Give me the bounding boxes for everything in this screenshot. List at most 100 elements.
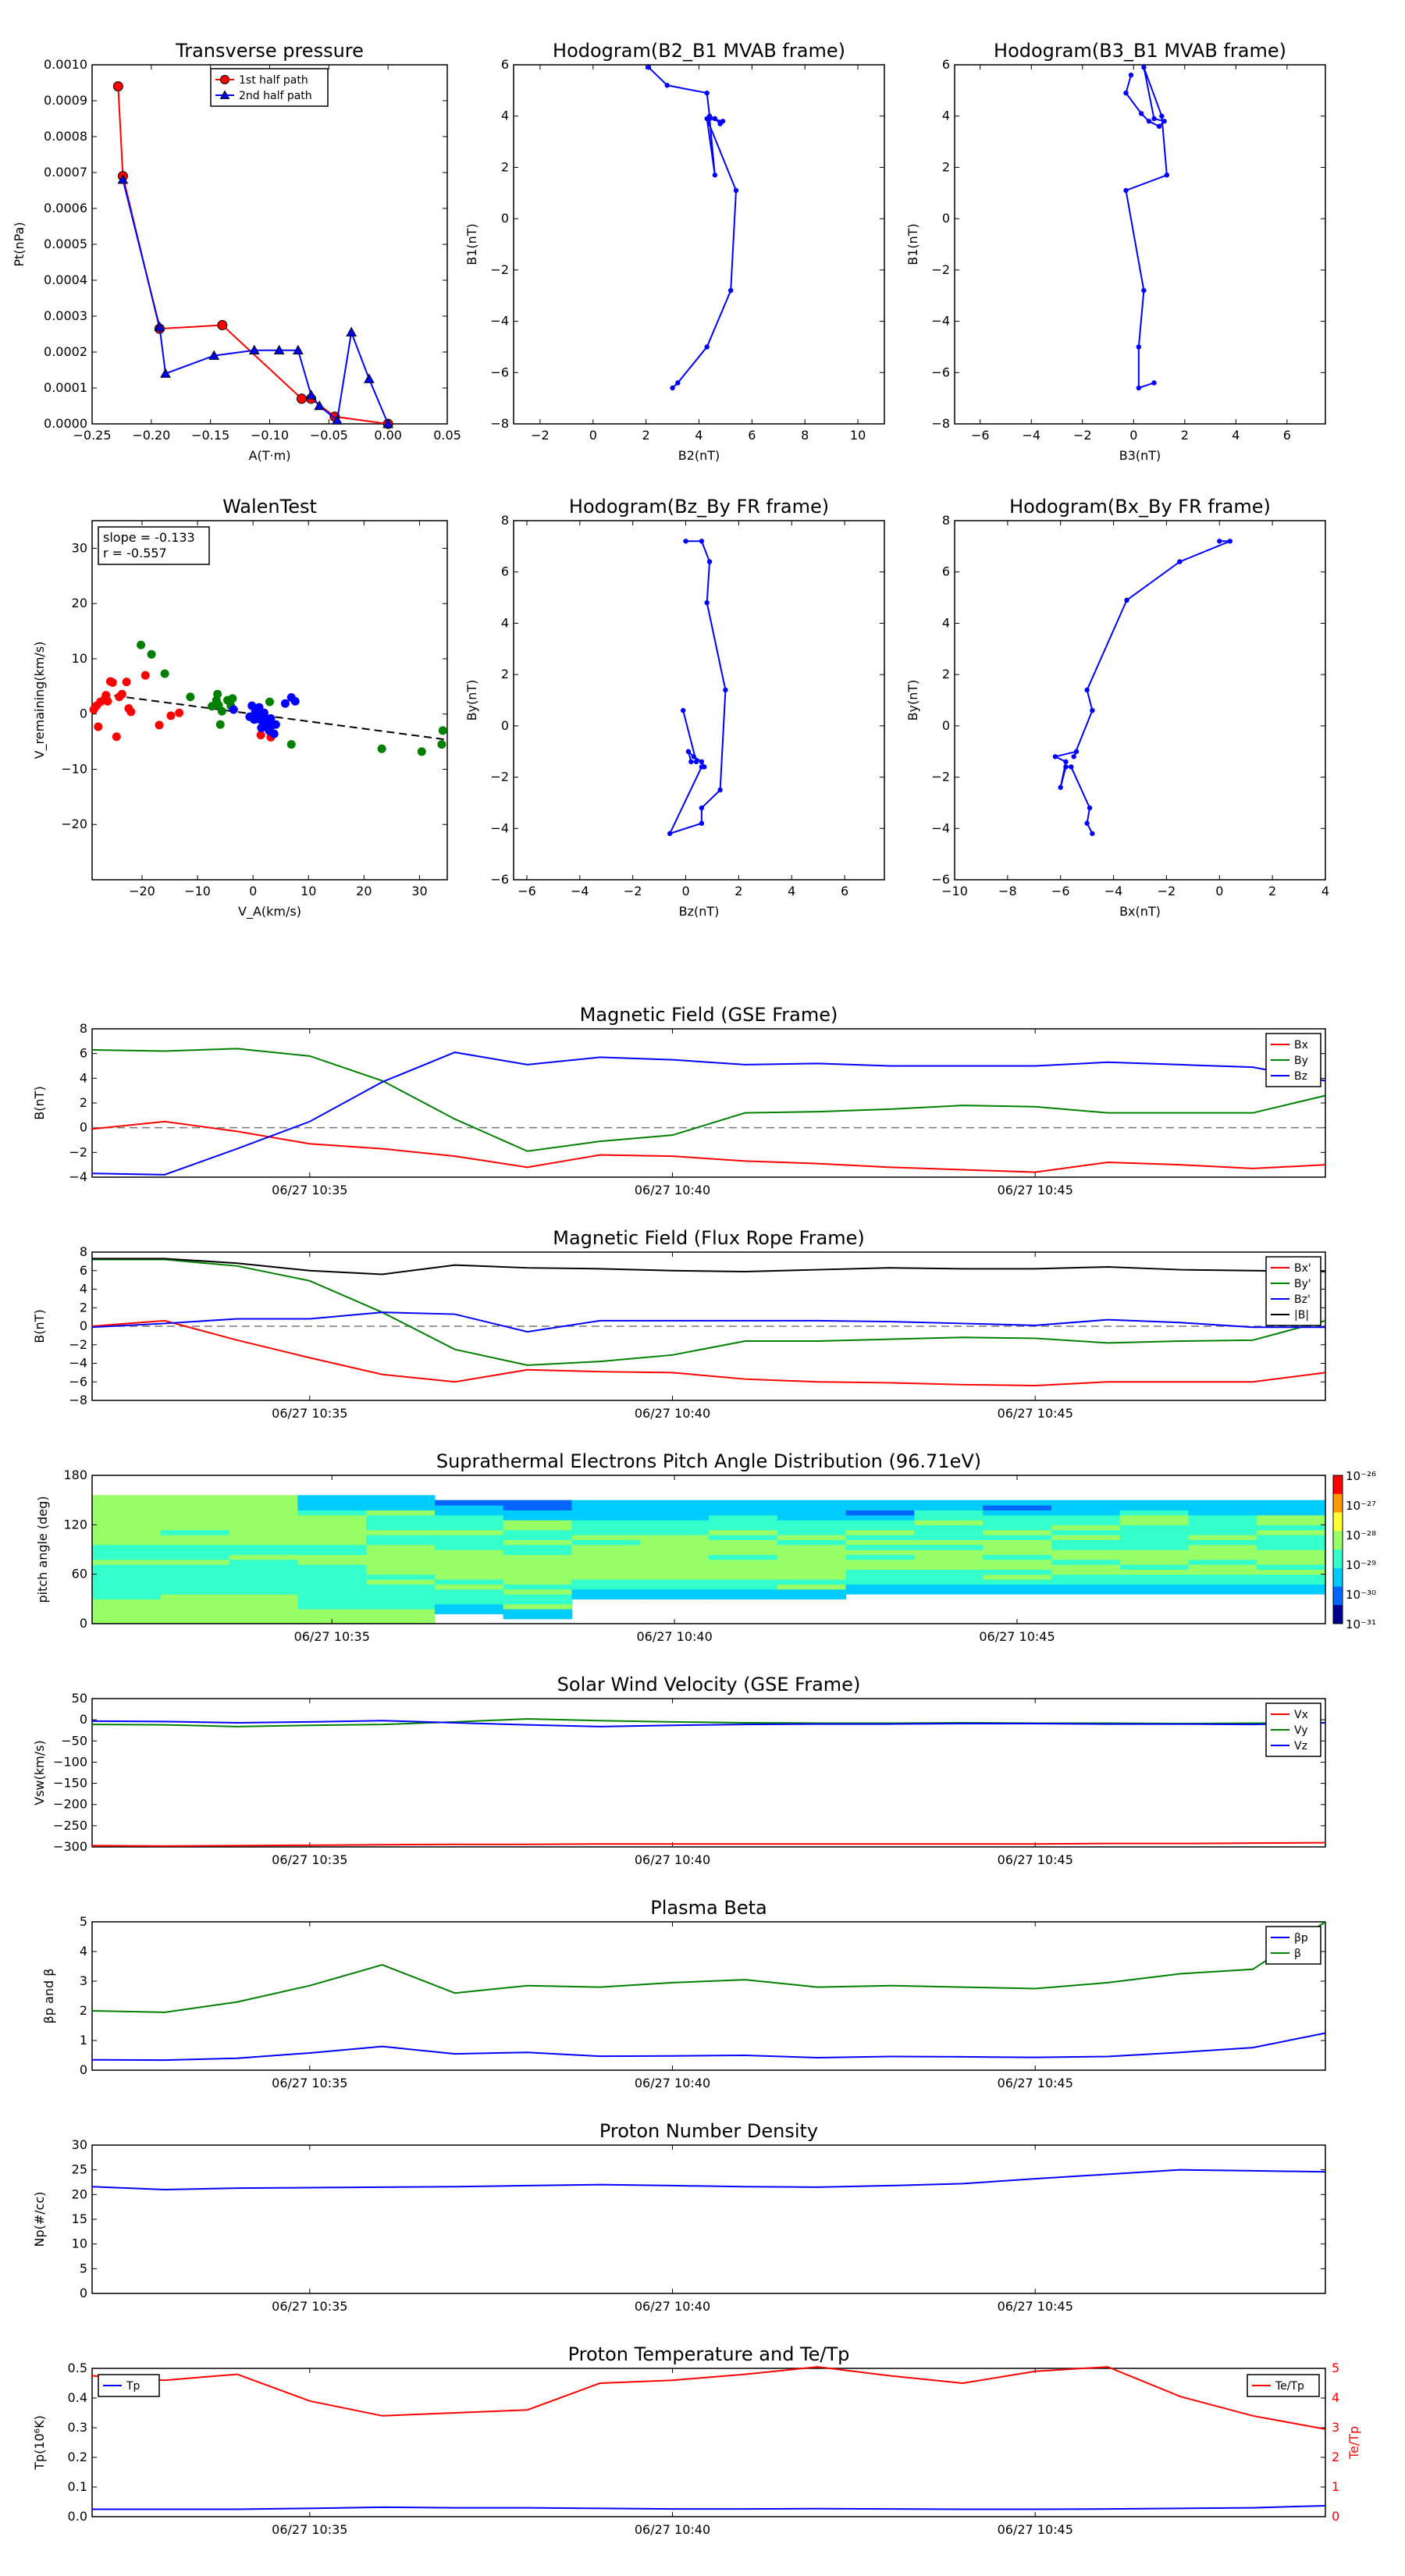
heat-cell [571,1589,641,1595]
legend-label: By' [1294,1278,1311,1290]
heat-cell [160,1520,230,1525]
x-tick-label: 06/27 10:45 [979,1629,1055,1644]
heat-cell [1051,1569,1121,1575]
data-point [704,90,710,96]
y-tick-label: 6 [501,564,509,579]
y-tick-label: −150 [53,1776,87,1791]
heat-cell [1119,1529,1190,1535]
heat-cell [229,1609,298,1614]
heat-cell [571,1510,641,1516]
heat-cell [777,1579,847,1585]
heat-cell [709,1564,778,1570]
y-tick-label: −4 [490,314,509,329]
series-line [92,1258,1326,1276]
heat-cell [160,1544,230,1550]
heat-cell [229,1544,298,1550]
heat-cell [366,1500,436,1506]
heat-cell [92,1514,162,1521]
heat-cell [1257,1550,1326,1555]
heat-cell [1051,1539,1121,1546]
x-tick-label: 8 [801,428,809,443]
heat-cell [160,1514,230,1521]
heat-cell [571,1500,641,1506]
y-tick-label: 2 [942,159,950,174]
data-point [1069,764,1074,770]
heat-cell [366,1618,436,1624]
x-axis-label: A(T·m) [249,448,291,463]
heat-cell [1119,1574,1190,1580]
heat-cell [983,1529,1052,1535]
heat-cell [92,1544,162,1550]
y-tick-label: 8 [501,513,509,528]
y-axis-label: V_remaining(km/s) [32,642,48,760]
heat-cell [1257,1554,1326,1560]
heat-cell [229,1550,298,1555]
y-axis-label: B(nT) [32,1086,47,1119]
heat-cell [777,1500,847,1506]
heat-cell [366,1514,436,1521]
heat-cell [434,1599,504,1605]
y-tick-label: 0 [501,211,509,226]
heat-cell [640,1510,710,1516]
heat-cell [914,1564,984,1570]
data-point [1151,380,1157,386]
y-tick-label: −300 [53,1839,87,1854]
heat-cell [777,1559,847,1565]
data-point [147,649,156,659]
legend-marker [219,90,230,99]
heat-cell [92,1599,162,1605]
data-point [688,759,694,765]
heat-cell [1257,1569,1326,1575]
y-tick-label: −4 [490,820,509,835]
data-point [269,729,279,738]
y-tick-label: 2 [80,1300,87,1315]
heat-cell [297,1510,367,1516]
series-line [91,1720,1326,1727]
data-point [208,350,220,360]
heat-cell [1188,1500,1257,1506]
heat-cell [777,1594,847,1599]
heat-cell [434,1579,504,1585]
heat-cell [160,1594,230,1599]
heat-cell [434,1525,504,1531]
y-tick-label: −4 [931,314,950,329]
heat-cell [709,1544,778,1550]
heat-cell [845,1589,915,1595]
series-line [91,1051,1326,1176]
heat-cell [160,1529,230,1535]
data-point [247,701,257,710]
y-tick-label: 2 [80,2003,87,2018]
x-tick-label: 0 [1129,428,1137,443]
y-tick-label: −10 [61,761,87,776]
data-point [1084,820,1090,826]
heat-cell [366,1589,436,1595]
heat-cell [571,1559,641,1565]
heat-cell [297,1525,367,1531]
heat-cell [1188,1574,1257,1580]
x-axis-label: V_A(km/s) [238,904,301,920]
heat-cell [366,1550,436,1555]
heat-cell [1051,1574,1121,1580]
heat-cell [1119,1525,1190,1531]
data-point [685,749,692,754]
data-point [377,744,386,753]
heat-cell [229,1589,298,1595]
heat-cell [983,1574,1052,1580]
heat-cell [1257,1539,1326,1546]
heat-cell [709,1514,778,1521]
heat-cell [709,1500,778,1506]
heat-cell [1188,1569,1257,1575]
data-point [296,393,307,404]
y-axis-label: Np(#/cc) [32,2192,47,2247]
heat-cell [983,1505,1052,1510]
legend-label: βp [1294,1932,1308,1944]
heat-cell [914,1500,984,1506]
heat-cell [1051,1550,1121,1555]
y-axis-label: Pt(nPa) [12,222,27,266]
chart-title: Magnetic Field (Flux Rope Frame) [553,1227,864,1249]
y-tick-label: 8 [80,1021,87,1036]
heat-cell [229,1514,298,1521]
heat-cell [709,1550,778,1555]
axes-frame [91,2144,1326,2294]
